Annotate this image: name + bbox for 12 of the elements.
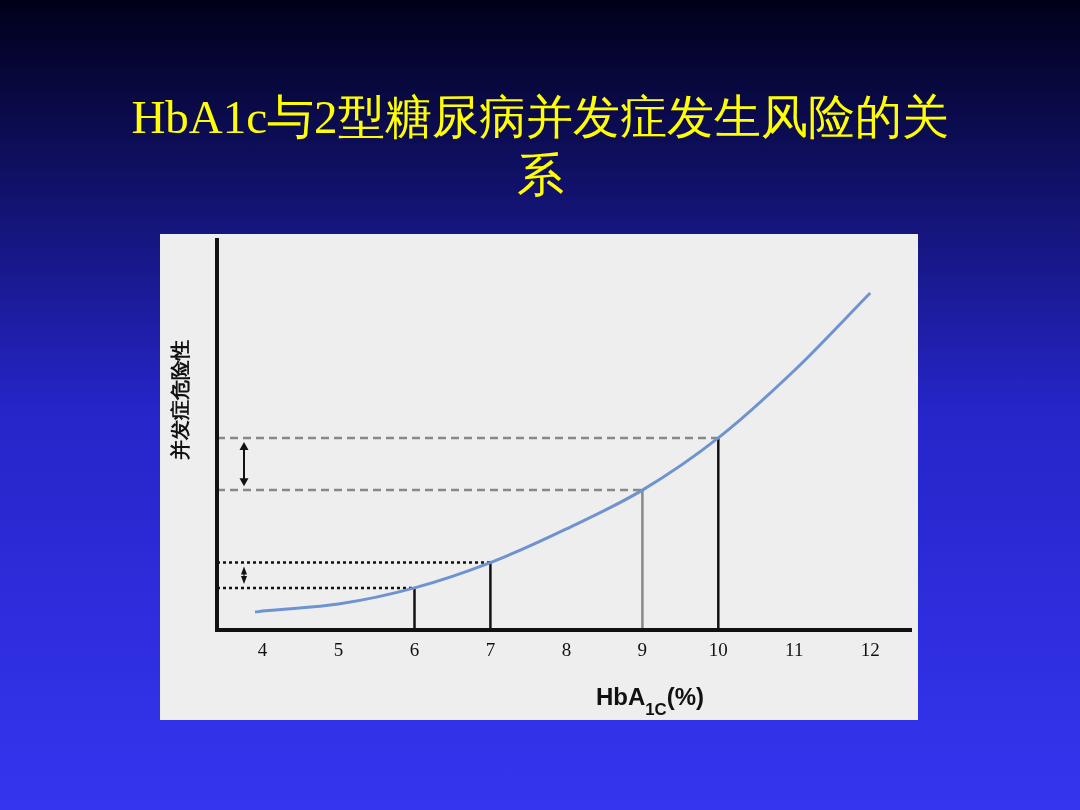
x-tick-label: 11 <box>785 639 804 660</box>
x-tick-label: 6 <box>409 639 420 660</box>
chart-title: HbA1c与2型糖尿病并发症发生风险的关系 <box>131 91 949 201</box>
x-axis-title: HbA$_{1C}$(%) <box>595 683 705 719</box>
x-tick-label: 9 <box>637 639 648 660</box>
x-tick-label: 4 <box>257 639 268 660</box>
y-axis-title: 并发症危险性 <box>169 340 191 461</box>
x-tick-label: 12 <box>860 639 880 660</box>
x-tick-label: 5 <box>333 639 344 660</box>
x-tick-label: 8 <box>561 639 572 660</box>
x-tick-label: 10 <box>708 639 728 660</box>
x-tick-label: 7 <box>485 639 496 660</box>
